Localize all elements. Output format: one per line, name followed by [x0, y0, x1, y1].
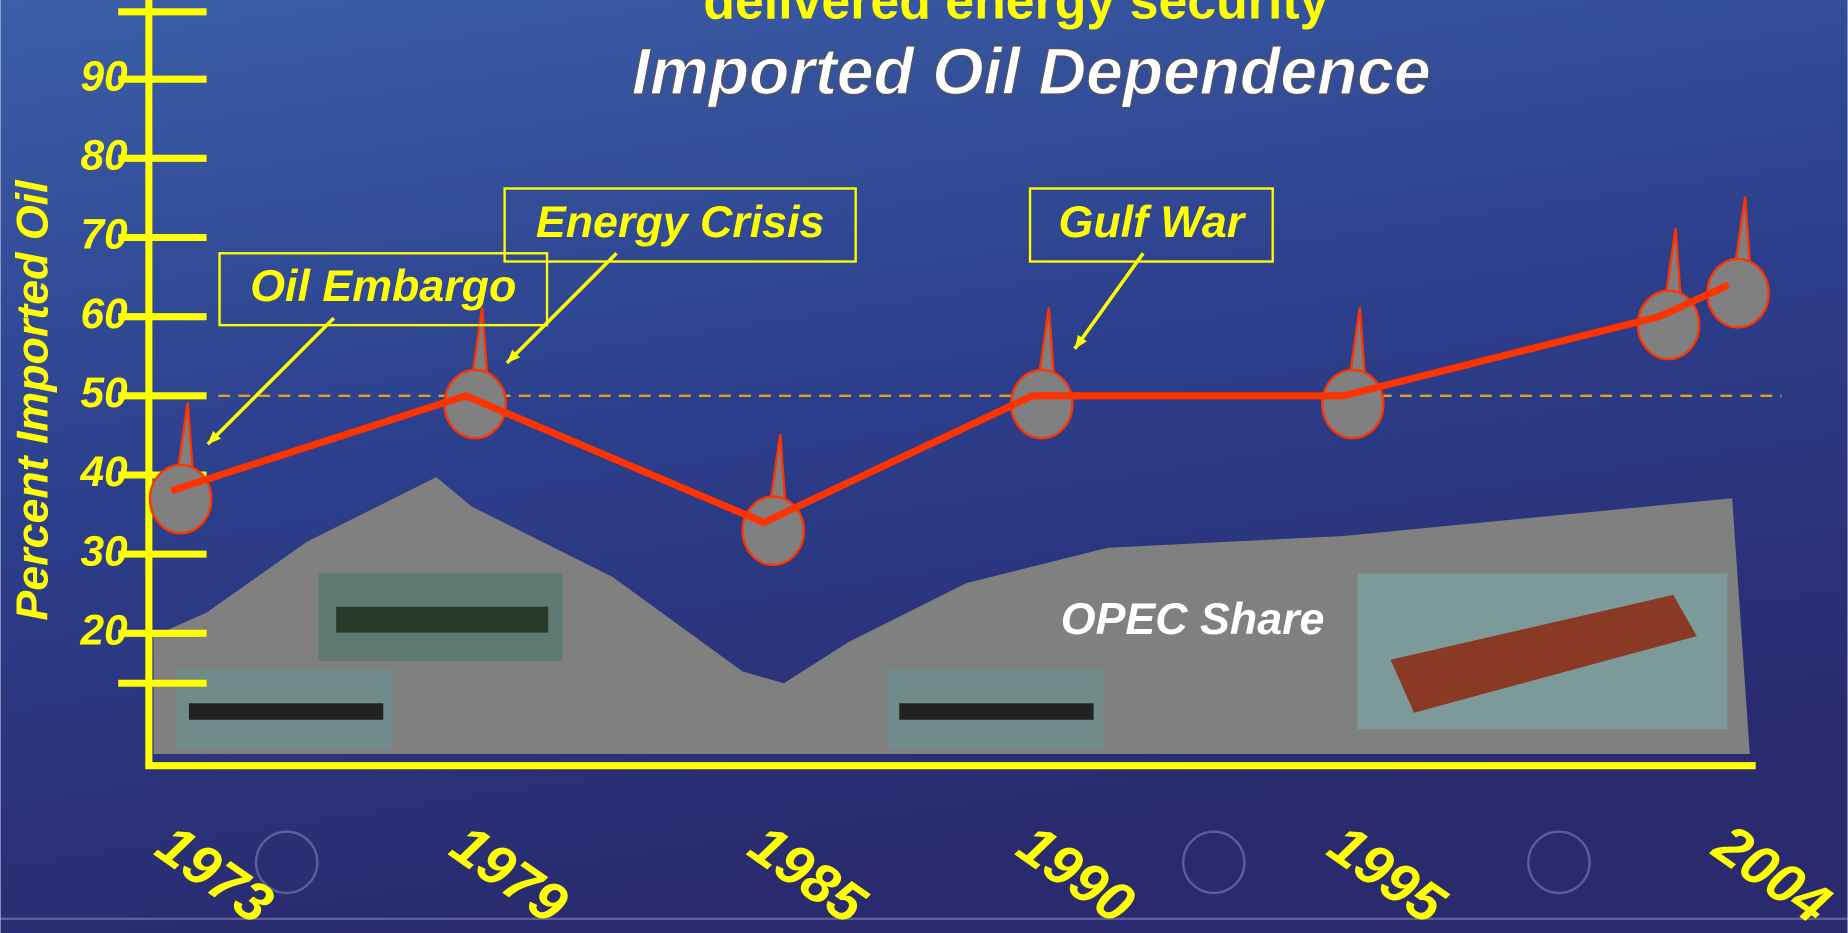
- subtitle: delivered energy security: [703, 0, 1328, 29]
- marker: [150, 465, 211, 533]
- background: [0, 0, 1847, 933]
- y-tick-label: 60: [80, 290, 128, 337]
- annotation: Oil Embargo: [250, 261, 516, 311]
- y-tick-label: 30: [80, 527, 128, 574]
- annotation: Gulf War: [1059, 197, 1247, 247]
- area-label: OPEC Share: [1061, 594, 1325, 644]
- y-tick-label: 50: [80, 369, 128, 416]
- y-tick-label: 20: [79, 607, 128, 654]
- slide: OPEC Share delivered energy security Imp…: [0, 0, 1848, 933]
- chart-title: Imported Oil Dependence: [632, 34, 1431, 108]
- marker: [445, 370, 506, 438]
- y-tick-label: 40: [79, 448, 128, 495]
- marker: [1322, 370, 1383, 438]
- y-tick-label: 70: [80, 211, 128, 258]
- y-axis-label: Percent Imported Oil: [8, 179, 58, 621]
- y-tick-label: 90: [80, 52, 128, 99]
- y-tick-label: 80: [80, 132, 128, 179]
- annotation: Energy Crisis: [536, 197, 825, 247]
